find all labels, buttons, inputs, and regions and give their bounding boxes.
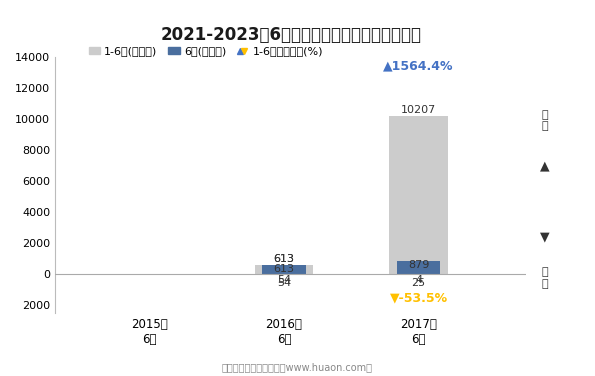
- Text: 4: 4: [415, 275, 422, 285]
- Text: 进
口: 进 口: [541, 267, 548, 289]
- Bar: [397, 274, 440, 275]
- Legend: 1-6月(万美元), 6月(万美元), 1-6月同比增速(%): 1-6月(万美元), 6月(万美元), 1-6月同比增速(%): [84, 42, 328, 61]
- Title: 2021-2023年6月黑河保税物流中心进、出口额: 2021-2023年6月黑河保税物流中心进、出口额: [160, 26, 421, 44]
- Text: ▼: ▼: [540, 230, 549, 243]
- Text: 54: 54: [277, 275, 291, 285]
- Text: 54: 54: [277, 278, 291, 288]
- Text: 879: 879: [408, 260, 430, 270]
- Bar: [389, 116, 448, 274]
- Bar: [397, 261, 440, 274]
- Text: 制图：华经产业研究院（www.huaon.com）: 制图：华经产业研究院（www.huaon.com）: [222, 362, 373, 372]
- Text: 25: 25: [412, 278, 426, 288]
- Text: 613: 613: [274, 254, 295, 264]
- Text: 613: 613: [274, 264, 295, 274]
- Bar: [262, 274, 306, 275]
- Text: ▲1564.4%: ▲1564.4%: [383, 59, 454, 73]
- Bar: [255, 274, 314, 275]
- Bar: [262, 265, 306, 274]
- Text: 613: 613: [274, 254, 295, 264]
- Text: 出
口: 出 口: [541, 109, 548, 131]
- Text: ▲: ▲: [540, 159, 549, 172]
- Text: ▼-53.5%: ▼-53.5%: [390, 291, 448, 304]
- Text: 10207: 10207: [401, 105, 436, 115]
- Bar: [255, 265, 314, 274]
